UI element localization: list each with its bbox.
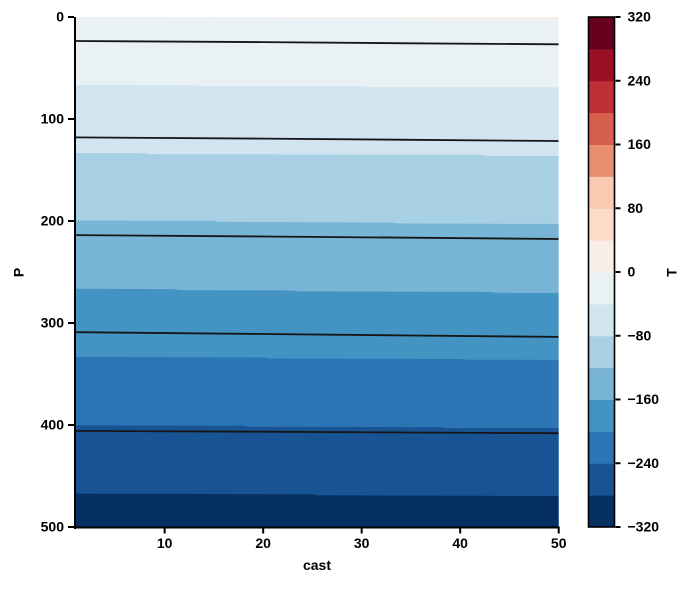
x-tick bbox=[360, 528, 363, 534]
colorbar-band bbox=[588, 367, 615, 400]
x-tick bbox=[163, 528, 166, 534]
colorbar-tick bbox=[615, 526, 621, 528]
colorbar-band bbox=[588, 176, 615, 209]
y-axis-label: P bbox=[10, 267, 27, 278]
x-axis-label: cast bbox=[302, 557, 332, 573]
contour-line-2 bbox=[76, 234, 559, 240]
contour-line-3 bbox=[76, 331, 559, 338]
colorbar-band bbox=[588, 495, 615, 528]
colorbar-band bbox=[588, 80, 615, 114]
x-axis-spine bbox=[74, 526, 560, 529]
y-tick bbox=[68, 220, 74, 222]
colorbar-band bbox=[588, 144, 615, 177]
x-tick-label: 50 bbox=[551, 535, 567, 551]
colorbar-band bbox=[588, 48, 615, 82]
y-tick-label: 0 bbox=[56, 9, 64, 25]
y-tick bbox=[68, 322, 74, 324]
colorbar-label: T bbox=[663, 268, 680, 277]
filled-contour-bands bbox=[76, 17, 559, 527]
colorbar-tick-label: 80 bbox=[628, 200, 644, 216]
colorbar-band bbox=[588, 463, 615, 496]
colorbar-tick-label: 240 bbox=[628, 72, 652, 88]
colorbar-band bbox=[588, 399, 615, 432]
x-tick bbox=[262, 528, 265, 534]
colorbar-tick bbox=[615, 79, 621, 82]
colorbar-tick-label: −320 bbox=[628, 519, 660, 535]
x-tick bbox=[459, 528, 462, 534]
y-tick bbox=[68, 424, 74, 426]
y-tick-label: 200 bbox=[41, 213, 65, 229]
band-below--280 bbox=[76, 493, 559, 527]
colorbar-band bbox=[588, 303, 615, 337]
colorbar-band bbox=[588, 272, 615, 305]
y-tick bbox=[68, 118, 74, 120]
colorbar-tick bbox=[615, 462, 621, 465]
colorbar-tick-label: 160 bbox=[628, 136, 652, 152]
y-tick-label: 500 bbox=[41, 519, 65, 535]
contour-line-0 bbox=[76, 40, 559, 46]
y-axis-spine bbox=[74, 17, 76, 529]
contour-line-1 bbox=[76, 136, 559, 142]
x-tick-label: 10 bbox=[157, 535, 173, 551]
colorbar-tick bbox=[615, 398, 621, 401]
colorbar-tick bbox=[615, 271, 621, 273]
y-tick bbox=[68, 526, 74, 528]
colorbar-band bbox=[588, 17, 615, 50]
colorbar-tick-label: −160 bbox=[628, 391, 660, 407]
x-tick-label: 20 bbox=[255, 535, 271, 551]
colorbar-tick bbox=[615, 334, 621, 337]
colorbar-tick-label: 0 bbox=[628, 264, 636, 280]
colorbar-tick bbox=[615, 207, 621, 210]
colorbar-band bbox=[588, 431, 615, 464]
x-tick bbox=[557, 528, 560, 534]
colorbar-tick bbox=[615, 16, 621, 18]
y-tick bbox=[68, 16, 74, 18]
colorbar-outline bbox=[587, 16, 616, 528]
colorbar-tick-label: −80 bbox=[628, 327, 652, 343]
y-tick-label: 300 bbox=[41, 315, 65, 331]
y-tick-label: 100 bbox=[41, 111, 65, 127]
colorbar-tick bbox=[615, 143, 621, 146]
x-tick-label: 30 bbox=[354, 535, 370, 551]
colorbar-band bbox=[588, 240, 615, 273]
contour-line-4 bbox=[76, 430, 559, 435]
x-tick-label: 40 bbox=[452, 535, 468, 551]
colorbar-band bbox=[588, 112, 615, 145]
colorbar-tick-label: −240 bbox=[628, 455, 660, 471]
colorbar-tick-label: 320 bbox=[628, 9, 652, 25]
y-tick-label: 400 bbox=[41, 417, 65, 433]
colorbar-band bbox=[588, 335, 615, 369]
colorbar-band bbox=[588, 208, 615, 241]
